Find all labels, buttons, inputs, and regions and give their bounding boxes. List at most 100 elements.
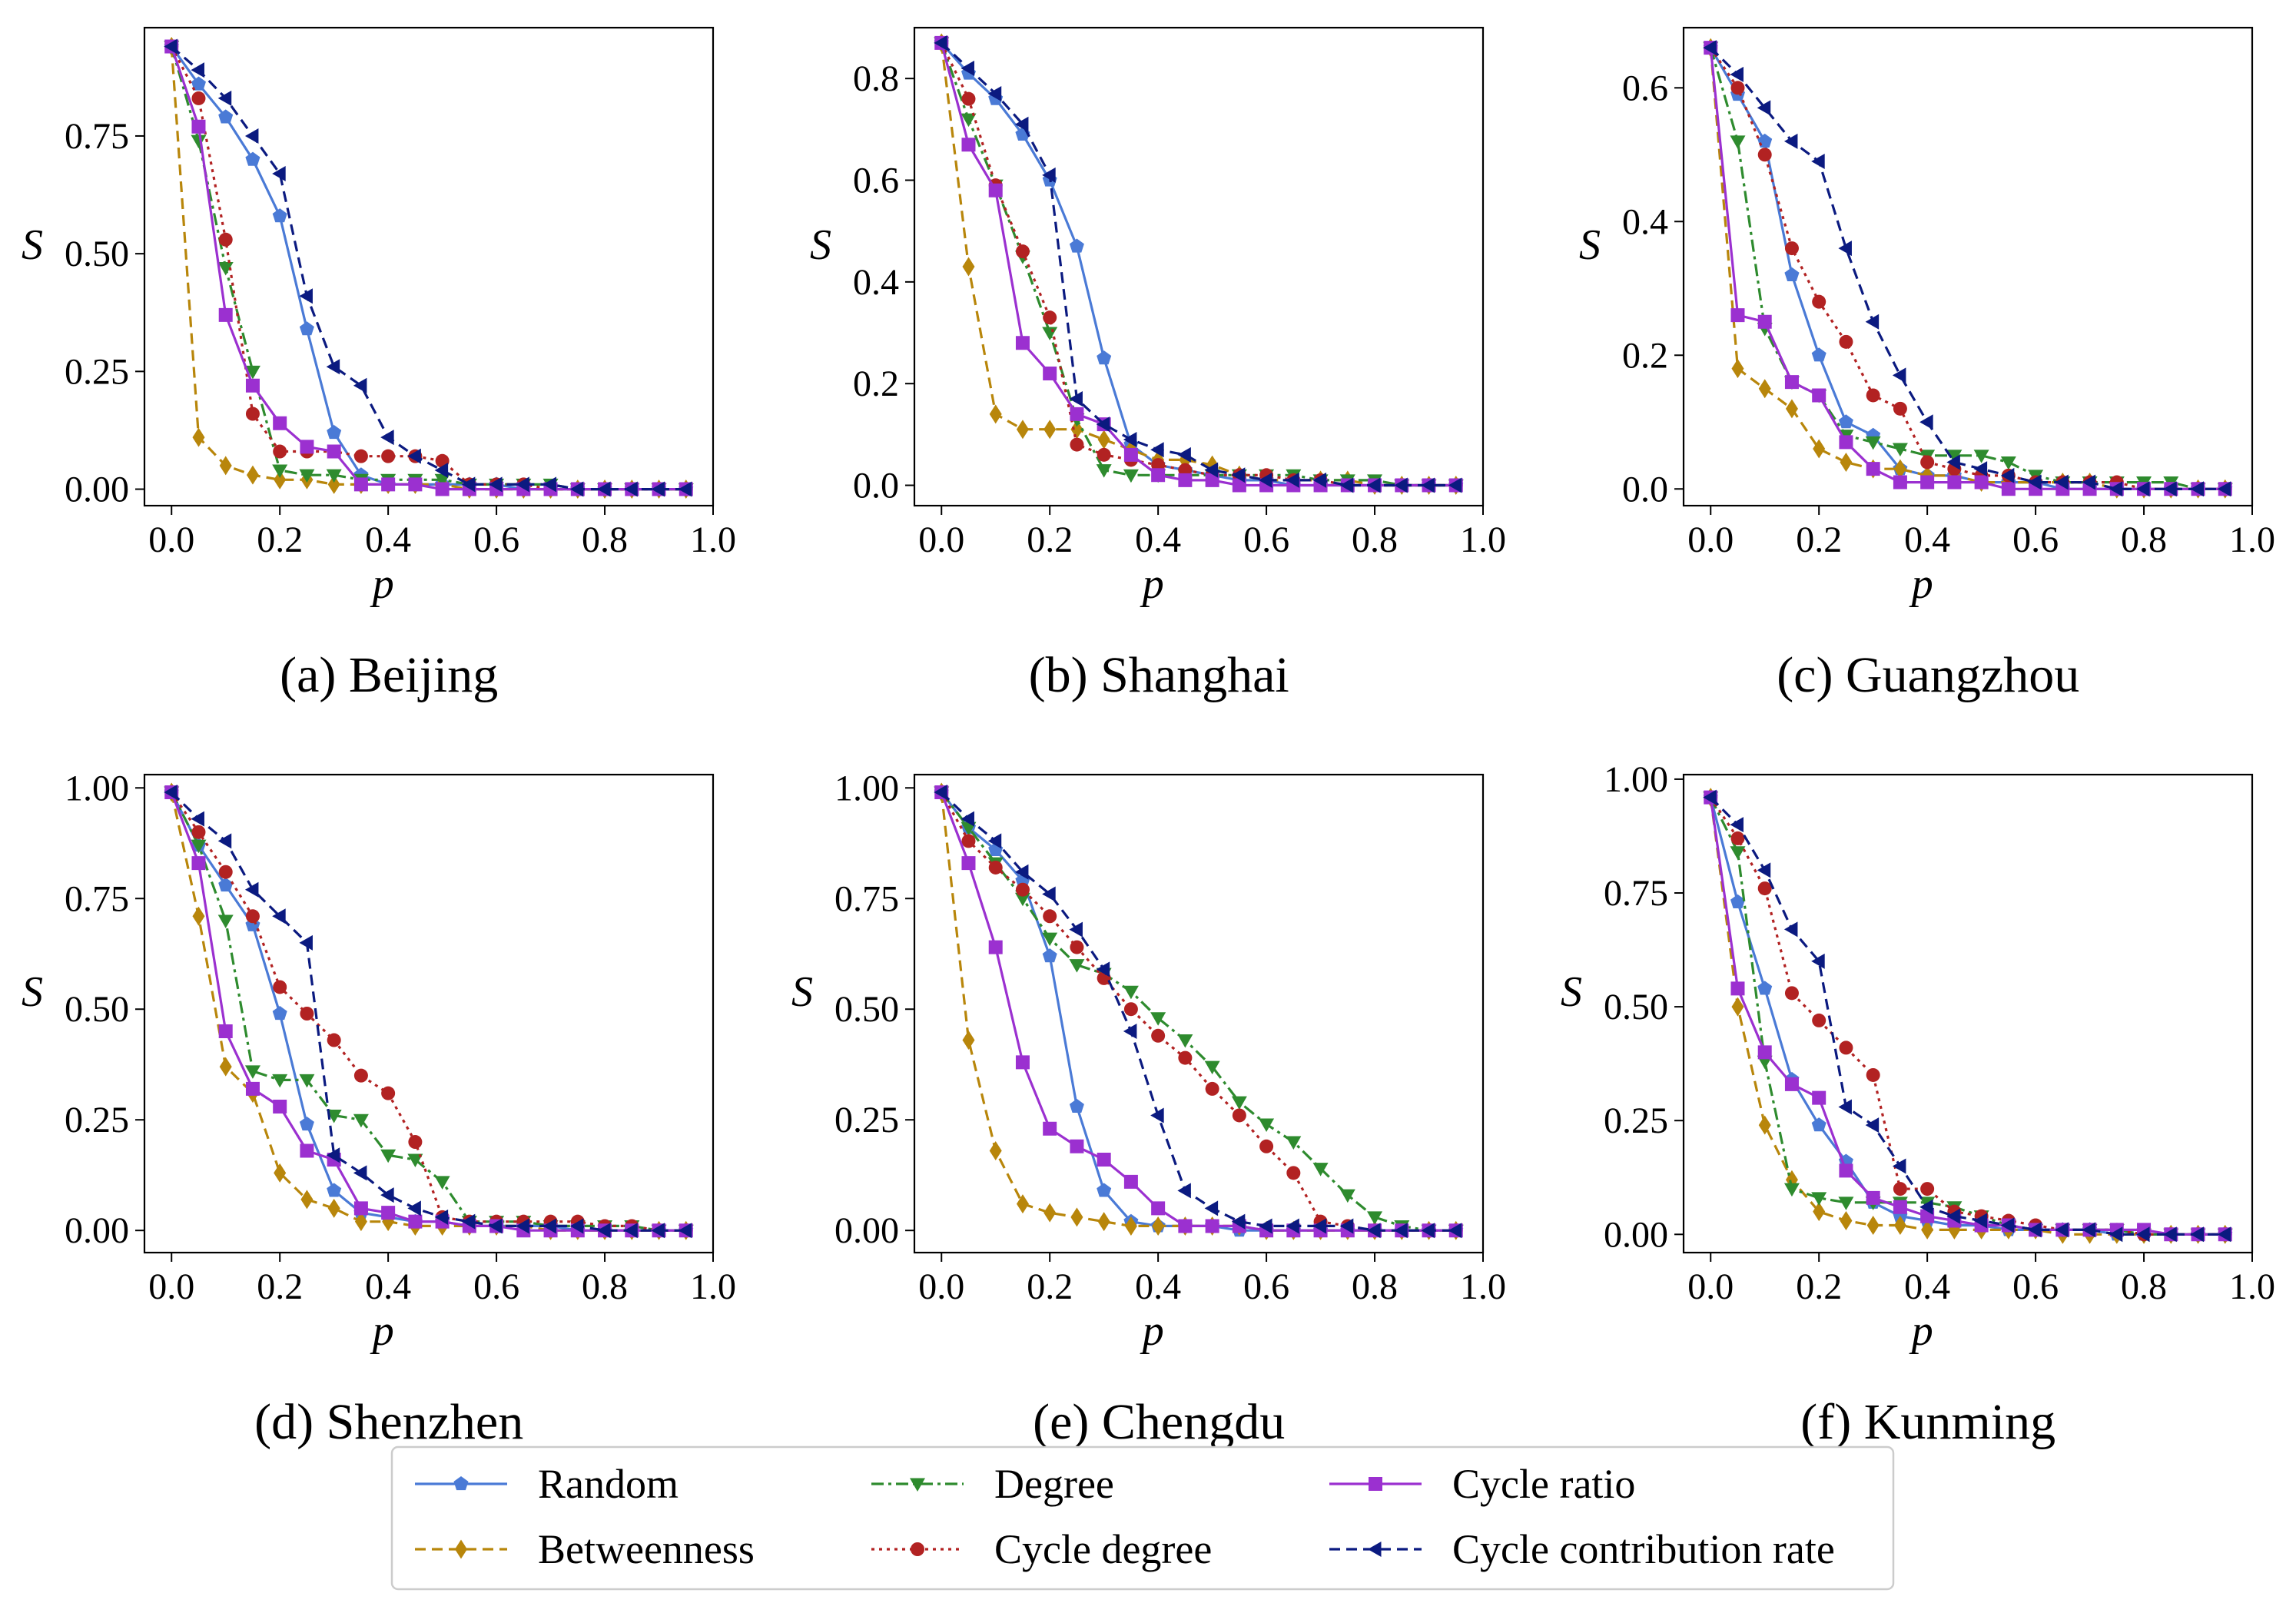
x-tick-label: 0.8	[1352, 1266, 1398, 1307]
point-cycle-degree	[300, 1007, 314, 1021]
point-random	[1097, 1183, 1112, 1197]
point-degree	[961, 113, 977, 128]
series-line-degree	[940, 42, 1456, 487]
point-cycle-contribution-rate	[651, 1223, 665, 1239]
point-cycle-ratio	[381, 1206, 396, 1220]
point-cycle-contribution-rate	[164, 785, 178, 801]
point-cycle-contribution-rate	[1811, 153, 1825, 169]
point-betweenness	[274, 470, 287, 490]
point-cycle-contribution-rate	[1703, 789, 1717, 805]
x-axis-label: p	[1140, 1307, 1164, 1355]
point-cycle-degree	[381, 449, 396, 463]
point-cycle-contribution-rate	[1730, 66, 1744, 82]
series-line-betweenness	[170, 792, 686, 1232]
x-tick-label: 0.0	[918, 1266, 964, 1307]
point-cycle-contribution-rate	[191, 811, 204, 827]
legend-label: Betweenness	[538, 1526, 755, 1572]
point-degree	[217, 262, 234, 276]
point-cycle-degree	[245, 407, 260, 421]
legend: Random Betweenness Degree Cycle degree Cycle…	[390, 1445, 1895, 1591]
point-cycle-ratio	[435, 482, 450, 496]
point-betweenness	[1016, 1194, 1029, 1214]
point-random	[272, 1006, 287, 1021]
point-cycle-contribution-rate	[1783, 133, 1798, 149]
x-tick-label: 0.0	[1687, 1266, 1734, 1307]
point-betweenness	[219, 456, 232, 476]
plot-frame	[913, 773, 1485, 1254]
point-cycle-degree	[191, 91, 206, 105]
point-random	[1811, 347, 1827, 362]
point-cycle-contribution-rate	[934, 785, 947, 801]
point-betweenness	[1758, 379, 1771, 399]
point-cycle-ratio	[245, 378, 260, 393]
point-cycle-contribution-rate	[1150, 1107, 1164, 1123]
point-cycle-ratio	[1757, 314, 1772, 329]
point-degree	[1838, 1196, 1854, 1210]
legend-label: Random	[538, 1461, 679, 1507]
point-cycle-degree	[218, 865, 233, 879]
point-cycle-ratio	[1839, 435, 1853, 450]
point-cycle-contribution-rate	[1312, 1218, 1327, 1234]
x-tick-label: 0.6	[2012, 519, 2059, 560]
point-cycle-contribution-rate	[2055, 474, 2069, 490]
plot-frame	[143, 26, 715, 507]
point-random	[1730, 894, 1745, 908]
x-tick-label: 0.2	[257, 1266, 303, 1307]
point-cycle-contribution-rate	[217, 833, 232, 849]
x-tick-label: 0.4	[365, 519, 411, 560]
point-cycle-degree	[1839, 1040, 1853, 1055]
point-random	[1838, 414, 1853, 429]
y-tick-label: 0.75	[65, 878, 129, 919]
point-cycle-contribution-rate	[2028, 1222, 2042, 1238]
point-cycle-contribution-rate	[542, 476, 557, 493]
point-random	[1042, 948, 1057, 963]
point-cycle-degree	[961, 91, 976, 106]
x-tick-label: 0.0	[1687, 519, 1734, 560]
point-cycle-ratio	[353, 477, 368, 492]
point-cycle-ratio	[961, 138, 976, 152]
y-tick-label: 0.00	[65, 470, 129, 510]
x-tick-label: 0.4	[1904, 519, 1950, 560]
series-group	[1703, 788, 2233, 1244]
point-cycle-degree	[988, 860, 1003, 875]
point-cycle-degree	[1259, 1139, 1274, 1153]
y-tick-label: 0.75	[1604, 873, 1668, 914]
point-cycle-degree	[218, 232, 233, 247]
point-cycle-contribution-rate	[2136, 481, 2150, 497]
point-cycle-degree	[1893, 1182, 1907, 1196]
point-cycle-contribution-rate	[542, 1218, 557, 1234]
point-degree	[1367, 1211, 1383, 1225]
point-cycle-ratio	[408, 1214, 423, 1229]
y-tick-label: 0.50	[65, 234, 129, 274]
point-cycle-contribution-rate	[1946, 454, 1960, 470]
point-cycle-degree	[1920, 1182, 1935, 1196]
point-degree	[1096, 464, 1112, 478]
point-degree	[299, 1074, 315, 1088]
point-cycle-ratio	[1920, 475, 1935, 490]
series-line-cycle-ratio	[1709, 47, 2225, 490]
point-betweenness	[1813, 1202, 1826, 1222]
point-cycle-ratio	[1757, 1045, 1772, 1060]
legend-label: Degree	[994, 1461, 1114, 1507]
point-betweenness	[1731, 359, 1744, 379]
series-line-cycle-degree	[940, 42, 1456, 487]
x-axis-label: p	[1909, 1307, 1933, 1355]
legend-swatch-marker	[910, 1478, 925, 1492]
point-degree	[1150, 1012, 1166, 1026]
point-cycle-contribution-rate	[1096, 417, 1110, 433]
point-cycle-ratio	[988, 183, 1003, 197]
x-tick-label: 0.6	[2012, 1266, 2059, 1307]
x-tick-label: 0.0	[148, 519, 194, 560]
x-tick-label: 1.0	[690, 519, 736, 560]
point-cycle-contribution-rate	[461, 476, 476, 493]
series-line-cycle-degree	[170, 45, 686, 491]
point-cycle-contribution-rate	[2082, 474, 2096, 490]
point-cycle-ratio	[1151, 468, 1166, 483]
point-degree	[244, 365, 260, 380]
y-tick-label: 0.2	[853, 363, 899, 404]
point-degree	[380, 1149, 396, 1163]
point-cycle-ratio	[273, 416, 287, 430]
point-random	[327, 1183, 342, 1197]
point-cycle-contribution-rate	[1339, 477, 1354, 493]
x-tick-label: 0.0	[148, 1266, 194, 1307]
